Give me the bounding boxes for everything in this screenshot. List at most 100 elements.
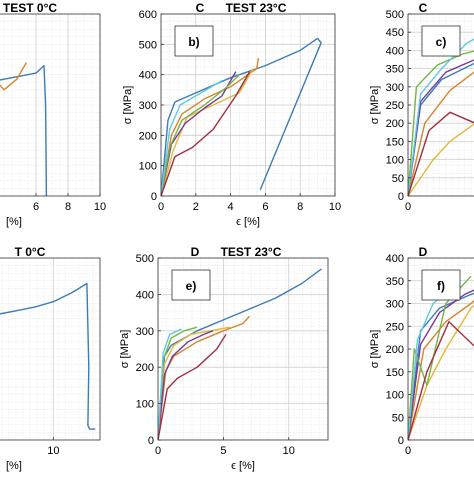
series-line-b-1 bbox=[259, 37, 322, 191]
y-tick-label: 150 bbox=[386, 367, 404, 379]
x-tick-label: 5 bbox=[220, 445, 226, 457]
series-line-b-5 bbox=[161, 74, 240, 196]
y-tick-label: 300 bbox=[139, 100, 157, 112]
series-line-c-1 bbox=[408, 71, 474, 196]
y-tick-label: 0 bbox=[398, 191, 404, 203]
series-line-b-4 bbox=[161, 71, 237, 196]
x-tick-label: 6 bbox=[262, 201, 268, 213]
series-line-f-6 bbox=[408, 321, 474, 440]
y-tick-label: 200 bbox=[386, 344, 404, 356]
series-line-a-0 bbox=[0, 64, 48, 196]
series-line-e-0 bbox=[158, 268, 322, 440]
panel-title-prefix: C bbox=[419, 1, 428, 15]
panel-title-prefix: C bbox=[196, 1, 205, 15]
y-tick-label: 100 bbox=[136, 399, 154, 411]
panel-label-box bbox=[421, 25, 461, 57]
series-group-b bbox=[161, 37, 322, 196]
y-tick-label: 500 bbox=[136, 253, 154, 265]
series-line-c-3 bbox=[408, 59, 474, 196]
y-tick-label: 150 bbox=[386, 136, 404, 148]
x-tick-label: 8 bbox=[297, 201, 303, 213]
series-line-d-0 bbox=[0, 282, 96, 430]
y-tick-label: 0 bbox=[148, 435, 154, 447]
panel-title-prefix: D bbox=[419, 245, 428, 259]
x-axis-label: [%] bbox=[6, 216, 22, 228]
y-tick-label: 500 bbox=[386, 9, 404, 21]
series-line-a-1 bbox=[0, 62, 28, 91]
x-tick-label: 0 bbox=[405, 201, 411, 213]
series-line-b-2 bbox=[161, 57, 260, 196]
y-tick-label: 50 bbox=[392, 173, 404, 185]
axes-frame-d bbox=[0, 257, 101, 441]
x-tick-label: 10 bbox=[329, 201, 341, 213]
series-line-f-1 bbox=[408, 299, 474, 440]
x-tick-label: 10 bbox=[283, 445, 295, 457]
y-tick-label: 250 bbox=[386, 321, 404, 333]
series-line-e-3 bbox=[158, 330, 214, 440]
x-tick-label: 0 bbox=[405, 445, 411, 457]
y-tick-label: 300 bbox=[136, 326, 154, 338]
series-line-e-6 bbox=[158, 334, 227, 440]
y-tick-label: 350 bbox=[386, 64, 404, 76]
series-line-c-5 bbox=[408, 38, 474, 196]
grid-a bbox=[0, 14, 100, 196]
series-group-d bbox=[0, 282, 96, 430]
x-tick-label: 4 bbox=[228, 201, 234, 213]
y-tick-label: 200 bbox=[386, 118, 404, 130]
plot-area-a bbox=[0, 14, 100, 196]
y-tick-label: 250 bbox=[386, 100, 404, 112]
panel-label-box bbox=[171, 269, 211, 301]
y-tick-label: 200 bbox=[139, 130, 157, 142]
y-tick-label: 350 bbox=[386, 276, 404, 288]
x-tick-label: 2 bbox=[193, 201, 199, 213]
panel-a: 6 8 10 TEST 0°C [%] bbox=[0, 1, 106, 228]
series-line-f-3 bbox=[408, 289, 474, 440]
x-axis-label: ϵ [%] bbox=[236, 216, 260, 228]
y-axis-label: σ [MPa] bbox=[369, 86, 381, 125]
y-tick-label: 100 bbox=[386, 155, 404, 167]
x-tick-label: 10 bbox=[94, 201, 106, 213]
panel-d: 10 T 0°C [%] bbox=[0, 245, 101, 472]
series-line-c-6 bbox=[408, 111, 474, 196]
y-tick-label: 50 bbox=[392, 412, 404, 424]
panel-f: 00 50 100 150 200 250 300 350 400 Dσ [MPa] f) bbox=[369, 245, 474, 457]
x-tick-label: 0 bbox=[155, 445, 161, 457]
y-tick-label: 100 bbox=[139, 161, 157, 173]
panel-label-box bbox=[174, 25, 214, 57]
y-tick-label: 200 bbox=[136, 362, 154, 374]
series-group-c bbox=[408, 38, 474, 196]
y-axis-label: σ [MPa] bbox=[119, 330, 131, 369]
axes-frame-e bbox=[157, 257, 329, 441]
y-tick-label: 450 bbox=[386, 27, 404, 39]
panel-label: c) bbox=[436, 35, 447, 49]
panel-label-box bbox=[421, 269, 461, 301]
y-tick-label: 400 bbox=[386, 253, 404, 265]
x-tick-label: 6 bbox=[33, 201, 39, 213]
x-tick-label: 0 bbox=[158, 201, 164, 213]
panel-title: TEST 23°C bbox=[226, 1, 287, 15]
y-tick-label: 500 bbox=[139, 39, 157, 51]
series-line-f-2 bbox=[408, 304, 474, 440]
series-line-e-5 bbox=[158, 328, 182, 440]
panel-title-prefix: D bbox=[191, 245, 200, 259]
y-tick-label: 0 bbox=[151, 191, 157, 203]
y-tick-label: 400 bbox=[136, 289, 154, 301]
series-group-a bbox=[0, 62, 48, 196]
series-group-e bbox=[158, 268, 322, 440]
grid-b bbox=[161, 14, 335, 196]
y-tick-label: 400 bbox=[139, 70, 157, 82]
panel-c: 00 50 100 150 200 250 300 350 400 450 500 Cσ [MPa] c… bbox=[369, 1, 474, 213]
panel-label: f) bbox=[437, 279, 445, 293]
series-line-c-2 bbox=[408, 123, 474, 196]
grid-d bbox=[0, 258, 100, 440]
x-tick-label: 8 bbox=[65, 201, 71, 213]
y-axis-label: σ [MPa] bbox=[369, 330, 381, 369]
y-tick-label: 300 bbox=[386, 299, 404, 311]
panel-title: T 0°C bbox=[15, 245, 46, 259]
panel-title: TEST 0°C bbox=[3, 1, 57, 15]
y-tick-label: 600 bbox=[139, 9, 157, 21]
x-tick-label: 10 bbox=[47, 445, 59, 457]
axes-frame-a bbox=[0, 13, 101, 197]
